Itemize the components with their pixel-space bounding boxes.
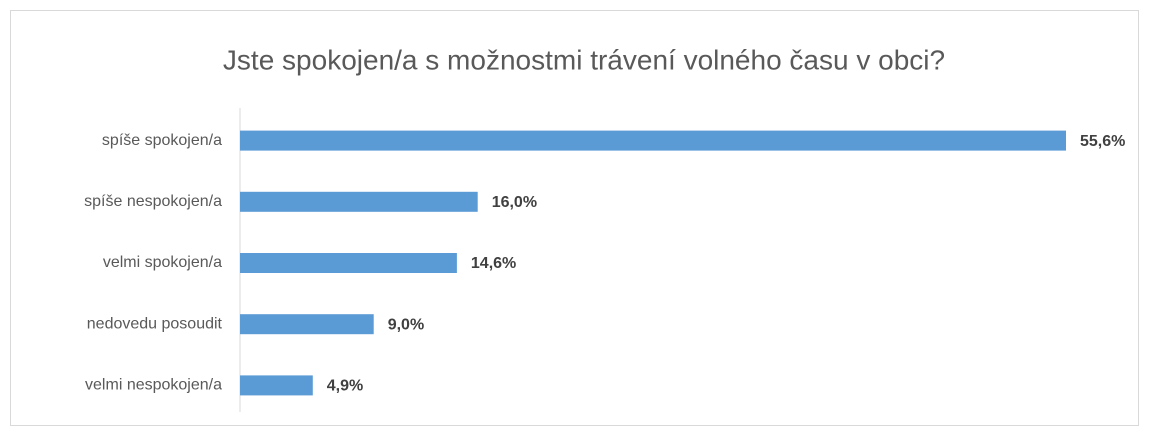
bar <box>240 191 478 212</box>
data-label: 9,0% <box>388 316 424 333</box>
data-label: 55,6% <box>1080 133 1125 150</box>
bar <box>240 130 1066 151</box>
y-tick-label: spíše spokojen/a <box>102 132 222 149</box>
data-label: 16,0% <box>492 194 537 211</box>
bar <box>240 253 457 273</box>
bar <box>240 314 374 335</box>
chart-title: Jste spokojen/a s možnostmi trávení voln… <box>223 44 945 75</box>
y-tick-label: velmi spokojen/a <box>103 254 222 271</box>
chart-frame <box>10 10 1139 426</box>
y-tick-label: nedovedu posoudit <box>87 315 223 332</box>
bar <box>240 375 313 396</box>
data-label: 14,6% <box>471 255 516 272</box>
data-label: 4,9% <box>327 378 363 395</box>
y-tick-label: velmi nespokojen/a <box>85 377 222 394</box>
y-tick-label: spíše nespokojen/a <box>84 193 222 210</box>
